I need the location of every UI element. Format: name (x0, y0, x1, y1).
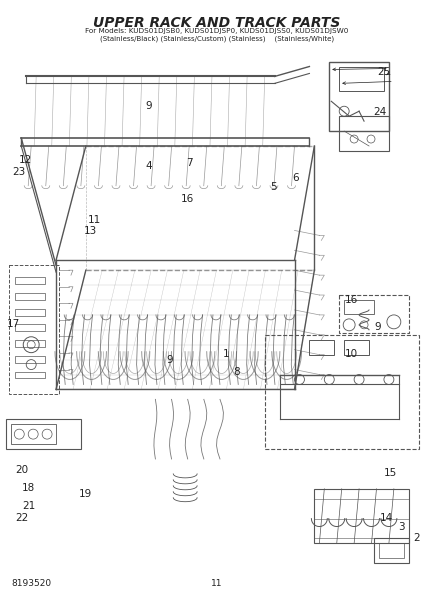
Text: 20: 20 (16, 465, 29, 475)
Bar (15, 371, 45, 379)
Bar (339, 116, 388, 151)
Bar (343, 340, 368, 355)
Text: 19: 19 (79, 489, 92, 499)
Bar (15, 325, 45, 331)
Text: 8: 8 (233, 367, 240, 377)
Text: 14: 14 (378, 512, 392, 523)
Bar (15, 340, 45, 347)
Text: 6: 6 (291, 173, 298, 183)
Text: 16: 16 (344, 295, 357, 305)
Bar (378, 544, 403, 559)
Bar (339, 67, 383, 91)
Bar (15, 293, 45, 300)
Text: 1: 1 (222, 349, 229, 359)
Text: UPPER RACK AND TRACK PARTS: UPPER RACK AND TRACK PARTS (93, 16, 340, 30)
Text: 18: 18 (22, 483, 35, 493)
Text: 5: 5 (270, 182, 276, 192)
Text: (Stainless/Black) (Stainless/Custom) (Stainless)    (Stainless/White): (Stainless/Black) (Stainless/Custom) (St… (100, 35, 333, 42)
Text: For Models: KUDS01DJSB0, KUDS01DJSP0, KUDS01DJSS0, KUDS01DJSW0: For Models: KUDS01DJSB0, KUDS01DJSP0, KU… (85, 28, 348, 34)
Bar (15, 356, 45, 363)
Text: 17: 17 (7, 319, 20, 329)
Text: 15: 15 (383, 468, 396, 478)
Text: 13: 13 (83, 226, 96, 236)
Text: 21: 21 (22, 500, 35, 511)
Bar (15, 277, 45, 284)
Bar (9, 265, 59, 394)
Text: 11: 11 (211, 578, 222, 587)
Text: 24: 24 (372, 107, 385, 117)
Bar (329, 62, 388, 131)
Bar (264, 335, 418, 449)
Bar (15, 308, 45, 316)
Bar (7, 419, 81, 449)
Bar (314, 489, 408, 544)
Text: 4: 4 (145, 161, 151, 171)
Bar (309, 340, 333, 355)
Text: 9: 9 (166, 355, 173, 365)
Bar (11, 424, 56, 444)
Text: 3: 3 (397, 521, 404, 532)
Bar (339, 295, 408, 333)
Text: 16: 16 (180, 194, 194, 203)
Bar (373, 538, 408, 563)
Text: 10: 10 (344, 349, 357, 359)
Text: 9: 9 (373, 322, 380, 332)
Text: 23: 23 (12, 167, 25, 177)
Text: 2: 2 (412, 533, 419, 544)
Text: 11: 11 (88, 215, 101, 224)
Text: 8193520: 8193520 (11, 578, 51, 587)
Text: 25: 25 (376, 67, 390, 77)
Text: 22: 22 (16, 512, 29, 523)
Text: 12: 12 (19, 155, 32, 165)
Bar (343, 300, 373, 314)
Text: 7: 7 (186, 158, 192, 168)
Text: 9: 9 (145, 101, 151, 111)
